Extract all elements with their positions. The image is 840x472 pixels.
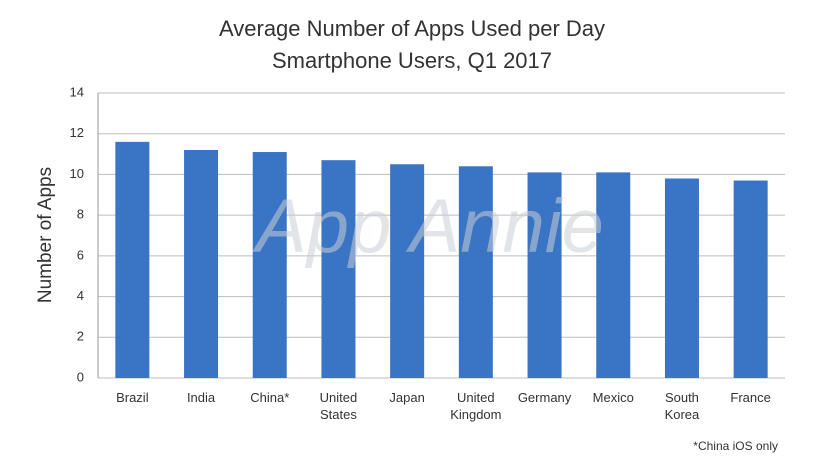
y-tick-label: 12 [70, 125, 84, 140]
footnote: *China iOS only [693, 439, 778, 453]
x-tick-label: India [186, 390, 216, 405]
x-tick-label: United States [319, 390, 358, 422]
chart-subtitle: Smartphone Users, Q1 2017 [272, 48, 552, 73]
x-tick-label: Mexico [592, 390, 634, 405]
watermark: App Annie [252, 184, 604, 269]
x-tick-label: South Korea [664, 390, 700, 422]
y-tick-label: 6 [77, 247, 84, 262]
y-tick-label: 8 [77, 207, 84, 222]
bar [321, 160, 356, 378]
y-tick-label: 10 [70, 166, 84, 181]
y-axis-label: Number of Apps [35, 167, 56, 303]
x-tick-label: Japan [389, 390, 425, 405]
bar [733, 180, 768, 378]
x-tick-label: Germany [517, 390, 572, 405]
x-tick-label: China* [250, 390, 290, 405]
bar [115, 141, 150, 378]
x-tick-label: United Kingdom [450, 390, 502, 422]
bar [527, 172, 562, 378]
bar [596, 172, 631, 378]
bar [458, 166, 493, 378]
y-tick-label: 0 [77, 369, 84, 384]
y-tick-label: 2 [77, 329, 84, 344]
y-tick-label: 4 [77, 288, 84, 303]
bar [252, 152, 287, 378]
bar [664, 178, 699, 378]
bar [390, 164, 425, 378]
y-tick-label: 14 [70, 84, 84, 99]
x-tick-label: France [730, 390, 771, 405]
x-tick-label: Brazil [116, 390, 149, 405]
chart-title: Average Number of Apps Used per Day [219, 16, 605, 41]
bar [184, 150, 219, 378]
